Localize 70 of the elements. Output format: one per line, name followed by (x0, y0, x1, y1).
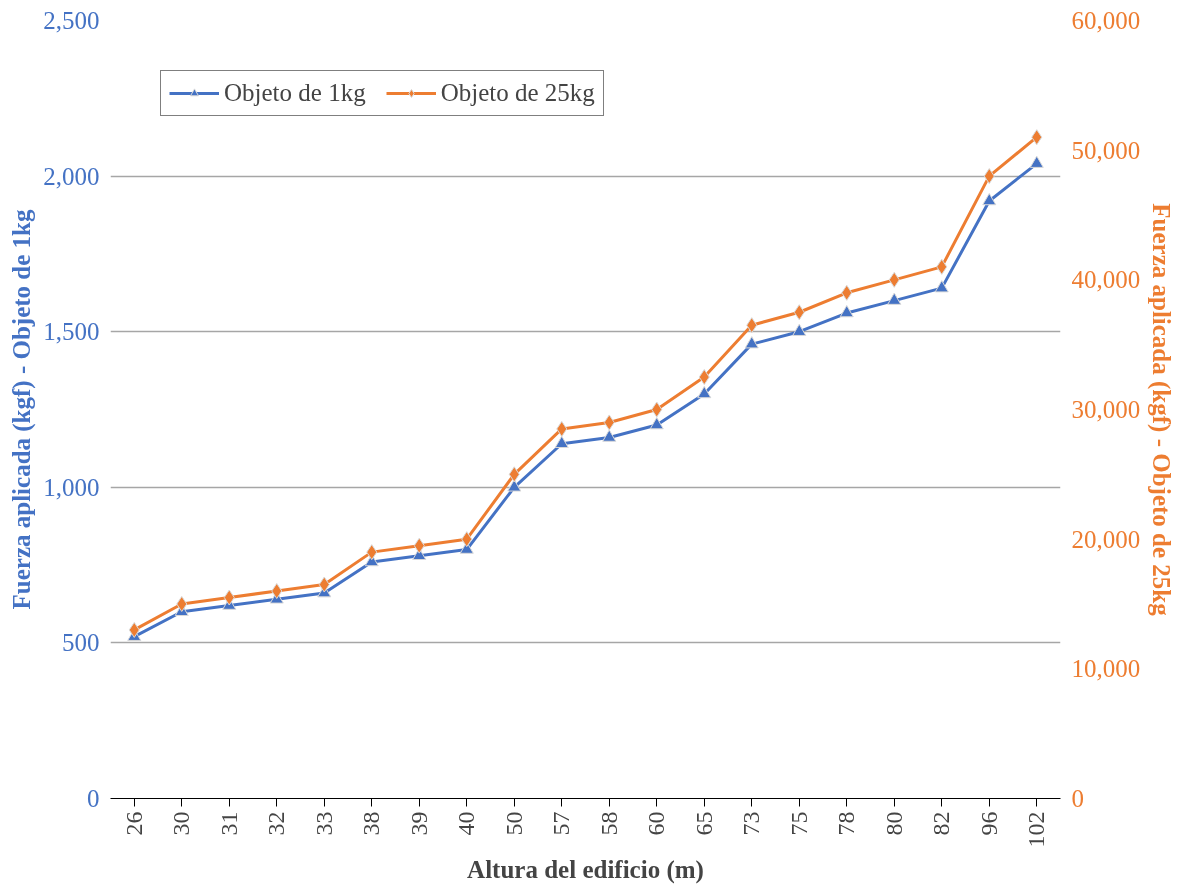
x-tick-label: 102 (1023, 811, 1050, 848)
legend-label: Objeto de 1kg (224, 79, 366, 107)
y-axis-title: Fuerza aplicada (kgf) - Objeto de 1kg (8, 209, 37, 610)
point (936, 258, 948, 275)
x-tick-label: 58 (595, 811, 622, 836)
point (841, 284, 853, 301)
point (651, 401, 663, 418)
x-tick-label: 65 (690, 811, 717, 836)
point (744, 336, 759, 349)
point (176, 596, 188, 612)
x-tick-label: 60 (643, 811, 670, 836)
x-tick-label: 33 (310, 811, 337, 836)
point (223, 589, 235, 606)
point (839, 305, 854, 318)
y-tick-label: 500 (62, 629, 100, 657)
point (128, 621, 140, 638)
point (554, 435, 569, 448)
point (603, 414, 615, 431)
point (887, 292, 902, 305)
y2-tick-label: 40,000 (1071, 266, 1141, 294)
x-tick-label: 30 (168, 811, 195, 836)
y2-tick-label: 60,000 (1071, 7, 1141, 34)
point (271, 583, 283, 600)
y2-tick-label: 0 (1071, 785, 1084, 812)
x-tick-label: 39 (405, 811, 432, 836)
y2-axis-title: Fuerza aplicada (kgf) - Objeto de 25kg (1147, 203, 1176, 617)
x-tick-label: 96 (975, 811, 1002, 836)
y-tick-label: 2,500 (43, 7, 100, 34)
x-tick-label: 57 (548, 811, 575, 836)
point (366, 544, 378, 561)
point (461, 531, 473, 548)
point (983, 168, 995, 185)
y-tick-label: 2,000 (43, 162, 100, 190)
point (1031, 129, 1043, 146)
point (413, 537, 425, 554)
x-tick-label: 73 (738, 811, 765, 836)
point (507, 479, 522, 492)
y2-tick-label: 50,000 (1071, 136, 1141, 164)
y-tick-label: 1,000 (43, 473, 100, 501)
x-tick-label: 40 (453, 811, 480, 836)
point (556, 420, 568, 437)
point (697, 385, 712, 399)
point (888, 271, 900, 288)
point (649, 417, 664, 430)
x-tick-label: 80 (880, 811, 907, 836)
x-tick-label: 26 (120, 811, 147, 836)
y2-tick-label: 20,000 (1071, 525, 1141, 553)
x-tick-label: 75 (785, 811, 812, 836)
x-tick-label: 38 (358, 811, 385, 836)
x-tick-label: 50 (500, 811, 527, 836)
point (793, 304, 805, 321)
y2-tick-label: 10,000 (1071, 655, 1141, 683)
x-tick-label: 31 (215, 811, 242, 836)
x-tick-label: 82 (928, 811, 955, 836)
legend-label: Objeto de 25kg (440, 79, 595, 107)
point (698, 369, 710, 386)
x-tick-label: 32 (263, 811, 290, 836)
point (746, 317, 758, 334)
point (934, 280, 949, 293)
x-tick-label: 78 (833, 811, 860, 836)
y2-tick-label: 30,000 (1071, 396, 1141, 423)
point (982, 192, 997, 206)
point (1029, 155, 1044, 168)
x-axis-title: Altura del edificio (m) (467, 855, 704, 884)
point (508, 466, 520, 483)
y-tick-label: 0 (87, 785, 100, 812)
point (318, 576, 330, 593)
y-tick-label: 1,500 (43, 318, 100, 346)
point (792, 323, 807, 336)
point (602, 429, 617, 442)
